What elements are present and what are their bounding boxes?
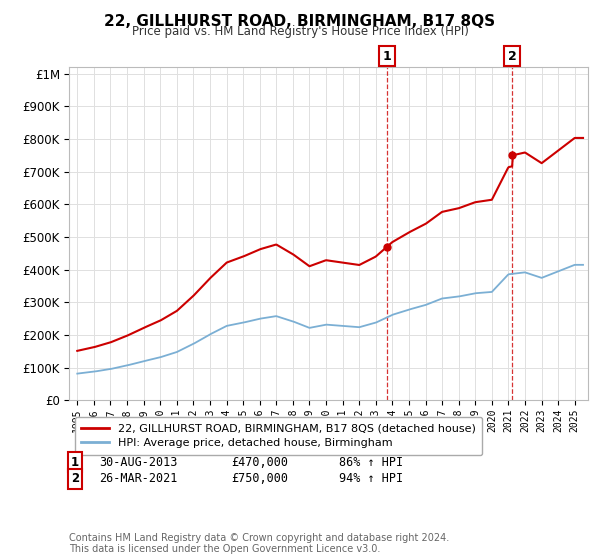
- Text: 30-AUG-2013: 30-AUG-2013: [99, 455, 178, 469]
- Text: Price paid vs. HM Land Registry's House Price Index (HPI): Price paid vs. HM Land Registry's House …: [131, 25, 469, 38]
- Text: 22, GILLHURST ROAD, BIRMINGHAM, B17 8QS: 22, GILLHURST ROAD, BIRMINGHAM, B17 8QS: [104, 14, 496, 29]
- Text: 1: 1: [71, 455, 79, 469]
- Text: £750,000: £750,000: [231, 472, 288, 486]
- Text: 1: 1: [382, 50, 391, 63]
- Text: 26-MAR-2021: 26-MAR-2021: [99, 472, 178, 486]
- Legend: 22, GILLHURST ROAD, BIRMINGHAM, B17 8QS (detached house), HPI: Average price, de: 22, GILLHURST ROAD, BIRMINGHAM, B17 8QS …: [74, 417, 482, 455]
- Text: 2: 2: [71, 472, 79, 486]
- Text: 86% ↑ HPI: 86% ↑ HPI: [339, 455, 403, 469]
- Text: 94% ↑ HPI: 94% ↑ HPI: [339, 472, 403, 486]
- Text: 2: 2: [508, 50, 517, 63]
- Text: Contains HM Land Registry data © Crown copyright and database right 2024.
This d: Contains HM Land Registry data © Crown c…: [69, 533, 449, 554]
- Text: £470,000: £470,000: [231, 455, 288, 469]
